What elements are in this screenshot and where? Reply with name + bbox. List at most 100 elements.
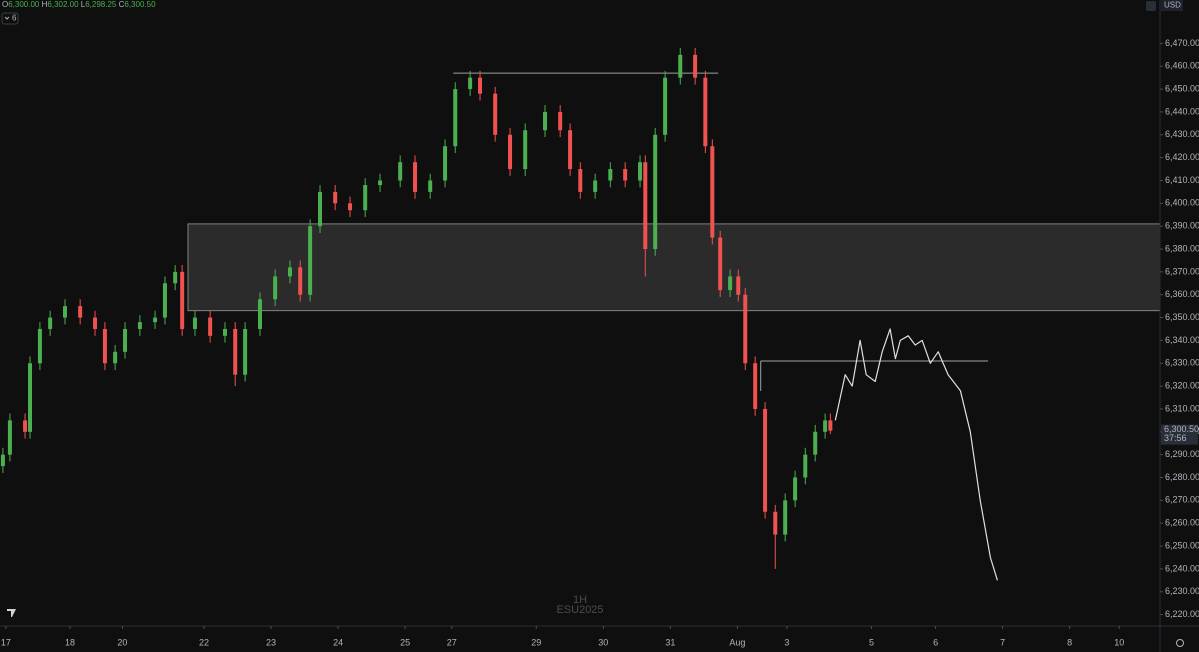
candle-body — [678, 54, 683, 78]
x-tick-label: 29 — [531, 637, 541, 647]
candle-body — [508, 134, 513, 170]
candle-body — [333, 191, 338, 204]
candle-body — [773, 511, 778, 535]
candle-body — [823, 420, 828, 432]
y-tick-label: 6,260.00 — [1165, 518, 1199, 528]
candle-body — [7, 420, 12, 455]
x-tick-label: 31 — [665, 637, 675, 647]
candle-body — [37, 328, 42, 364]
candle-body — [398, 162, 403, 181]
y-tick-label: 6,340.00 — [1165, 335, 1199, 345]
x-tick-label: 5 — [869, 637, 874, 647]
candle-body — [558, 111, 563, 131]
price-tag — [1161, 424, 1198, 445]
y-tick-label: 6,360.00 — [1165, 289, 1199, 299]
candle-body — [710, 146, 715, 238]
y-tick-label: 6,450.00 — [1165, 83, 1199, 93]
candle-body — [192, 317, 197, 329]
candle-body — [736, 276, 741, 295]
y-tick-label: 6,440.00 — [1165, 106, 1199, 116]
candle-body — [23, 420, 28, 432]
candle-body — [308, 226, 313, 295]
y-tick-label: 6,430.00 — [1165, 129, 1199, 139]
y-tick-label: 6,400.00 — [1165, 198, 1199, 208]
candle-body — [783, 500, 788, 535]
candle-body — [468, 77, 473, 90]
x-tick-label: 10 — [1114, 637, 1124, 647]
y-tick-label: 6,290.00 — [1165, 449, 1199, 459]
currency-box[interactable] — [1161, 0, 1183, 11]
candle-body — [28, 363, 33, 432]
candle-body — [93, 317, 98, 329]
candle-body — [223, 328, 228, 336]
x-tick-label: 18 — [65, 637, 75, 647]
candle-body — [523, 130, 528, 170]
forecast-line — [834, 328, 998, 581]
candle-body — [413, 162, 418, 192]
candle-body — [753, 363, 758, 409]
x-tick-label: 30 — [598, 637, 608, 647]
candle-body — [318, 191, 323, 227]
candle-body — [123, 328, 128, 352]
candle-body — [543, 111, 548, 131]
y-tick-label: 6,230.00 — [1165, 586, 1199, 596]
y-tick-label: 6,410.00 — [1165, 175, 1199, 185]
tradingview-logo — [4, 609, 16, 617]
candle-body — [137, 322, 142, 329]
indicator-toggle[interactable] — [1, 12, 19, 25]
y-tick-label: 6,330.00 — [1165, 358, 1199, 368]
currency: USD — [1164, 1, 1181, 10]
candle-body — [593, 180, 598, 192]
interval-watermark: 1H — [573, 594, 587, 606]
candle-body — [428, 180, 433, 192]
candle-body — [638, 162, 643, 181]
y-tick-label: 6,270.00 — [1165, 495, 1199, 505]
candle-body — [653, 134, 658, 250]
y-tick-label: 6,310.00 — [1165, 403, 1199, 413]
y-tick-label: 6,470.00 — [1165, 38, 1199, 48]
chevron-icon — [4, 16, 10, 20]
candle-body — [102, 328, 107, 364]
y-tick-label: 6,380.00 — [1165, 243, 1199, 253]
y-tick-label: 6,390.00 — [1165, 221, 1199, 231]
indicator-count: 6 — [12, 14, 17, 23]
x-tick-label: 17 — [1, 637, 11, 647]
ohlc-key: L — [81, 0, 86, 9]
candle-body — [828, 420, 833, 431]
candle-body — [763, 408, 768, 512]
ohlc-value: 6,298.25 — [85, 0, 117, 9]
price-tag-timer: 37:56 — [1164, 433, 1187, 443]
settings-button[interactable] — [1146, 1, 1156, 11]
candle-body — [48, 317, 53, 329]
candle-body — [478, 77, 483, 94]
goto-button[interactable] — [1176, 639, 1184, 647]
candle-body — [363, 185, 368, 211]
candle-body — [793, 477, 798, 501]
candle-body — [113, 351, 118, 364]
ohlc-key: C — [119, 0, 125, 9]
x-tick-label: 24 — [333, 637, 343, 647]
candle-body — [233, 328, 238, 375]
x-tick-label: 23 — [266, 637, 276, 647]
candle-body — [153, 317, 158, 323]
candle-body — [703, 77, 708, 147]
x-tick-label: 20 — [117, 637, 127, 647]
y-tick-label: 6,240.00 — [1165, 563, 1199, 573]
candle-body — [298, 267, 303, 295]
candle-body — [803, 454, 808, 478]
candle-body — [78, 306, 83, 318]
candle-body — [663, 77, 668, 135]
x-tick-label: 6 — [933, 637, 938, 647]
candle-body — [578, 169, 583, 192]
y-tick-label: 6,420.00 — [1165, 152, 1199, 162]
candle-body — [453, 89, 458, 147]
x-tick-label: 8 — [1067, 637, 1072, 647]
candle-body — [813, 431, 818, 455]
x-tick-label: 27 — [447, 637, 457, 647]
y-tick-label: 6,460.00 — [1165, 61, 1199, 71]
candle-body — [718, 237, 723, 291]
x-tick-label: 7 — [1000, 637, 1005, 647]
candle-body — [443, 146, 448, 181]
x-tick-label: 3 — [784, 637, 789, 647]
